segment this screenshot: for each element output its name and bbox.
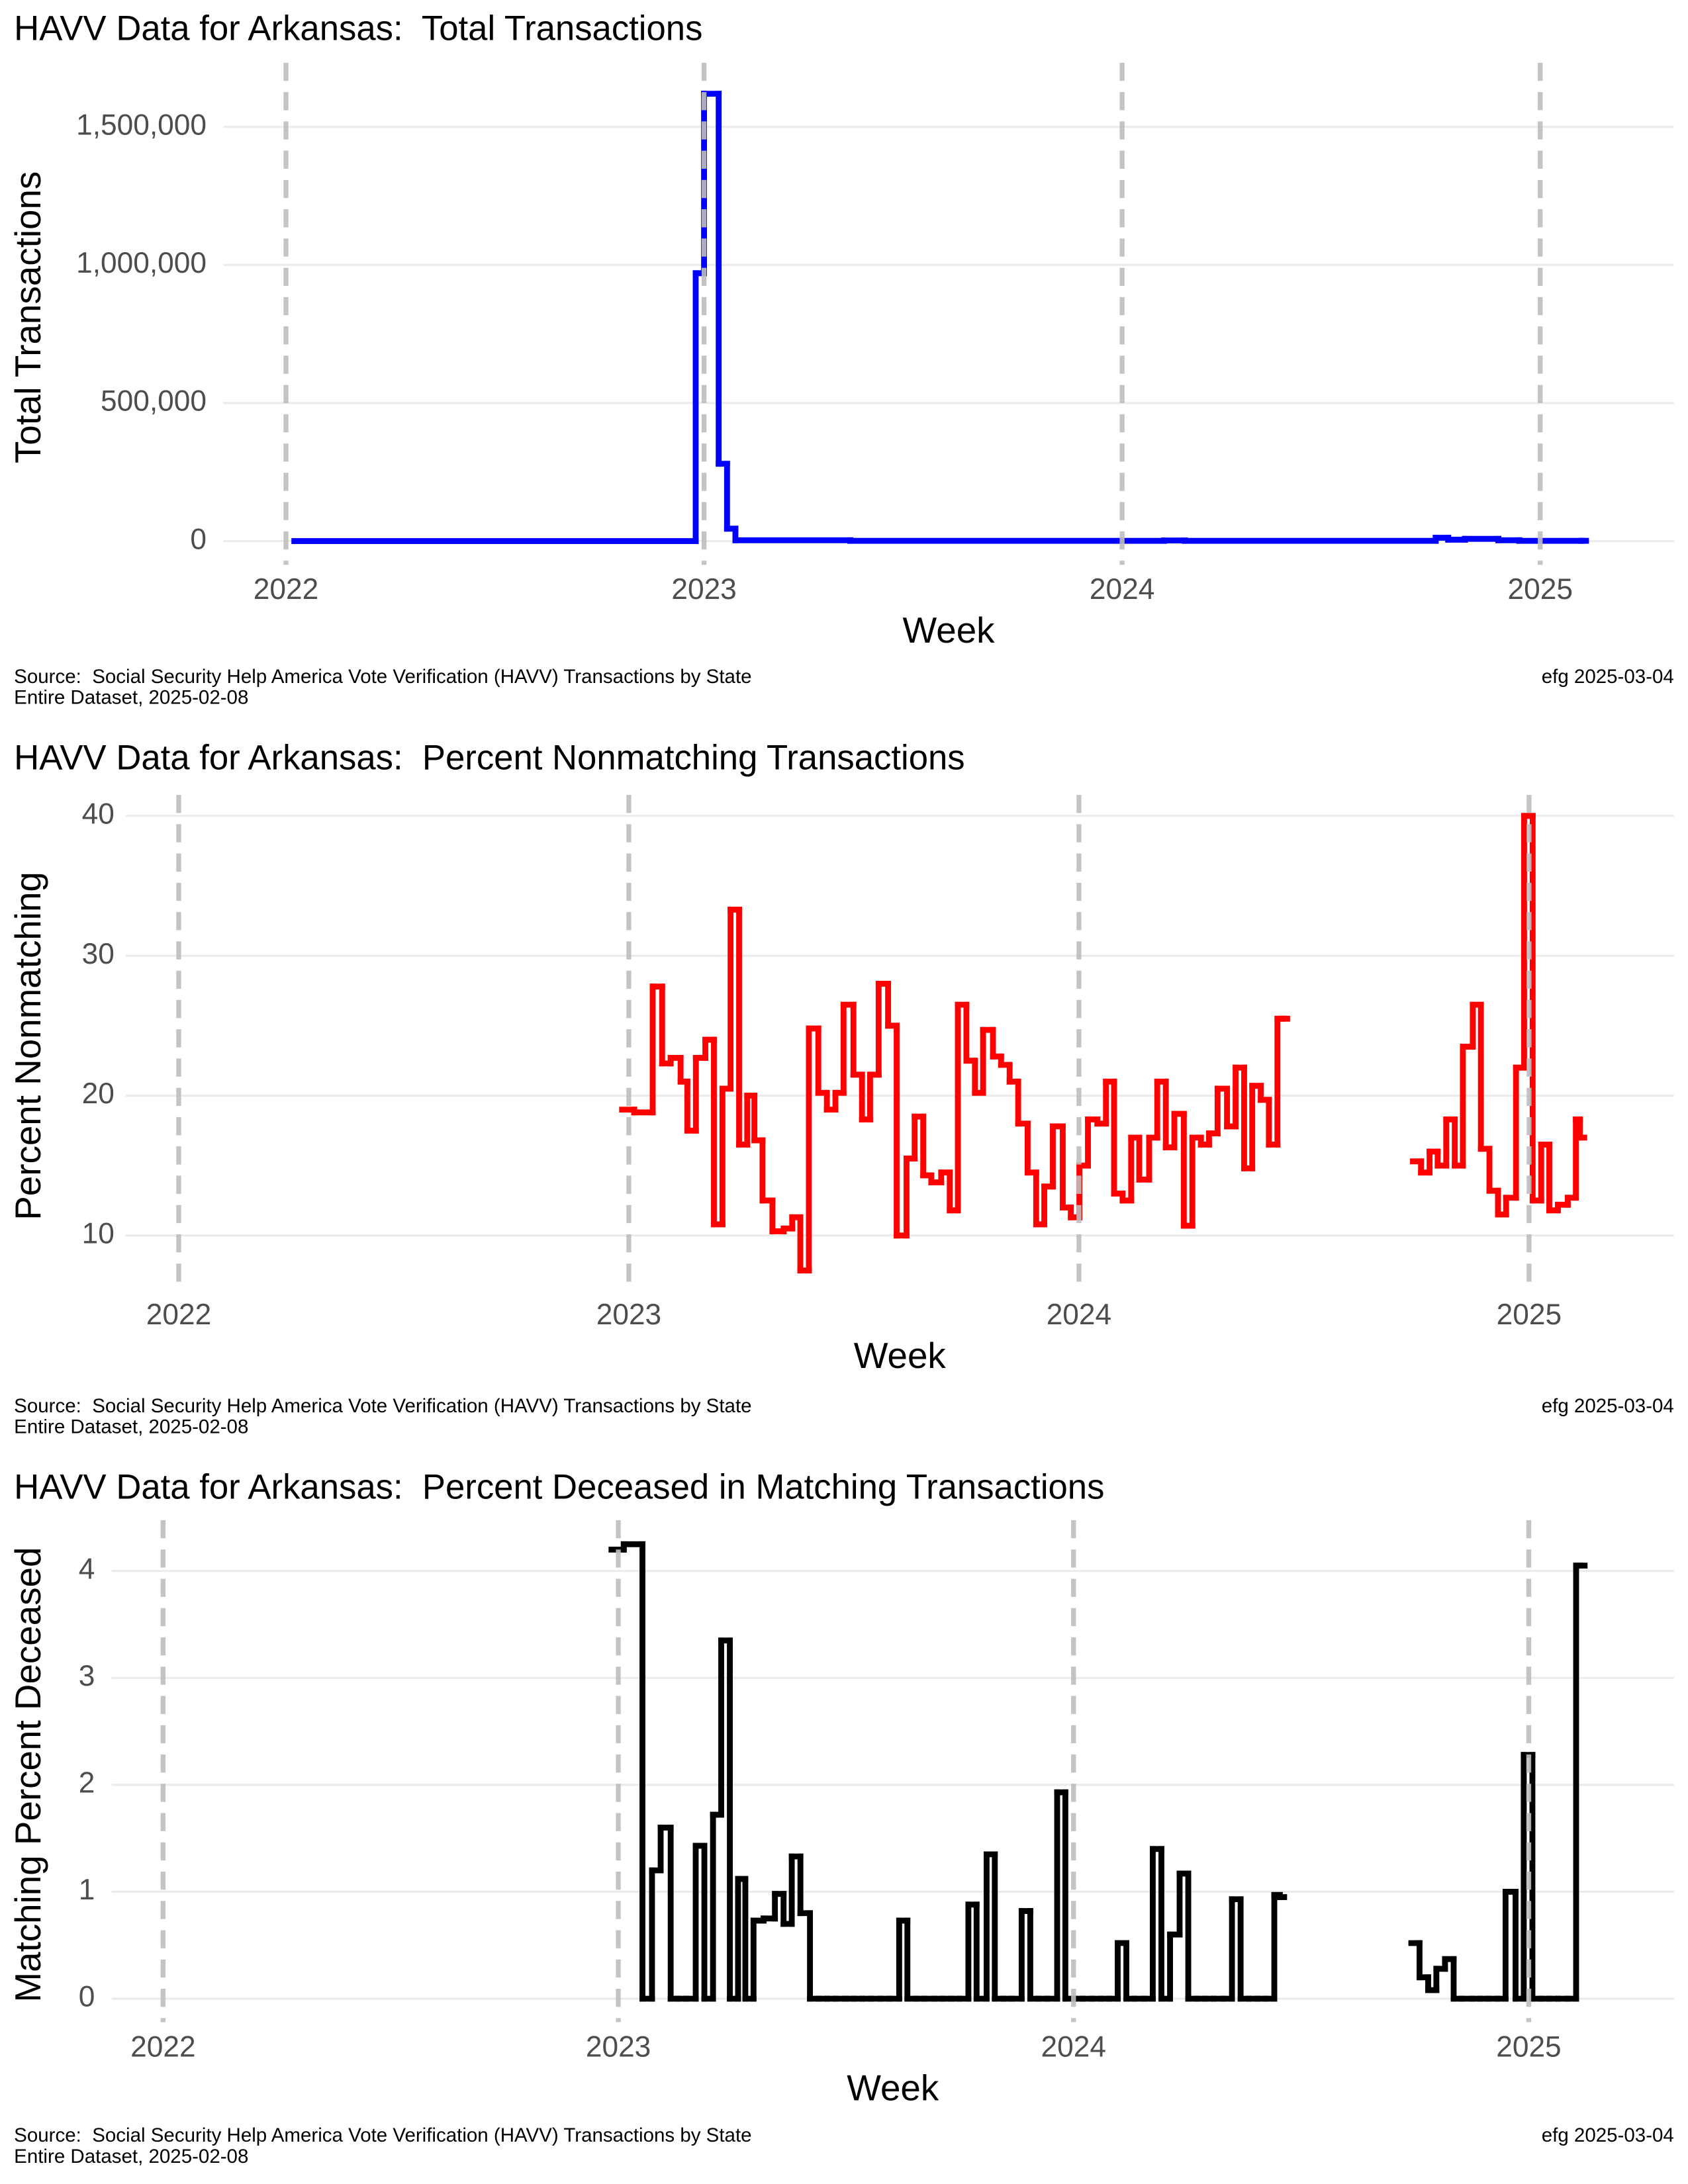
- y-tick-label: 20: [82, 1077, 115, 1110]
- x-tick-label: 2022: [254, 573, 318, 606]
- x-axis-title: Week: [847, 2067, 939, 2108]
- y-tick-label: 500,000: [101, 385, 207, 418]
- source-caption: Source: Social Security Help America Vot…: [14, 1395, 751, 1417]
- y-axis-title: Matching Percent Deceased: [7, 1547, 48, 2003]
- x-tick-label: 2024: [1047, 1298, 1111, 1331]
- chart-title: HAVV Data for Arkansas: Percent Nonmatch…: [14, 738, 964, 777]
- y-tick-label: 0: [190, 523, 207, 555]
- y-tick-label: 1,500,000: [76, 109, 207, 141]
- y-tick-label: 2: [79, 1767, 95, 1799]
- y-tick-label: 1: [79, 1874, 95, 1906]
- y-tick-label: 0: [79, 1981, 95, 2013]
- x-axis-title: Week: [903, 610, 996, 651]
- x-tick-label: 2022: [146, 1298, 211, 1331]
- chart-title: HAVV Data for Arkansas: Percent Deceased…: [14, 1467, 1104, 1506]
- y-axis-title: Percent Nonmatching: [7, 872, 48, 1220]
- source-caption: Entire Dataset, 2025-02-08: [14, 687, 248, 709]
- y-tick-label: 40: [82, 798, 115, 831]
- y-tick-label: 10: [82, 1218, 115, 1250]
- author-tag: efg 2025-03-04: [1542, 2124, 1674, 2146]
- chart-title: HAVV Data for Arkansas: Total Transactio…: [14, 9, 702, 48]
- x-tick-label: 2025: [1497, 1298, 1562, 1331]
- x-axis-title: Week: [854, 1335, 947, 1376]
- author-tag: efg 2025-03-04: [1542, 1395, 1674, 1417]
- y-tick-label: 3: [79, 1660, 95, 1692]
- y-tick-label: 4: [79, 1553, 95, 1585]
- x-tick-label: 2022: [130, 2030, 195, 2063]
- source-caption: Source: Social Security Help America Vot…: [14, 2124, 751, 2146]
- author-tag: efg 2025-03-04: [1542, 666, 1674, 688]
- x-tick-label: 2025: [1496, 2030, 1561, 2063]
- source-caption: Entire Dataset, 2025-02-08: [14, 2146, 248, 2167]
- y-tick-label: 30: [82, 938, 115, 970]
- x-tick-label: 2023: [671, 573, 736, 606]
- x-tick-label: 2024: [1041, 2030, 1106, 2063]
- source-caption: Source: Social Security Help America Vot…: [14, 666, 751, 688]
- x-tick-label: 2023: [586, 2030, 651, 2063]
- x-tick-label: 2023: [596, 1298, 661, 1331]
- y-axis-title: Total Transactions: [7, 171, 48, 463]
- x-tick-label: 2024: [1090, 573, 1154, 606]
- source-caption: Entire Dataset, 2025-02-08: [14, 1416, 248, 1438]
- y-tick-label: 1,000,000: [76, 247, 207, 279]
- x-tick-label: 2025: [1508, 573, 1573, 606]
